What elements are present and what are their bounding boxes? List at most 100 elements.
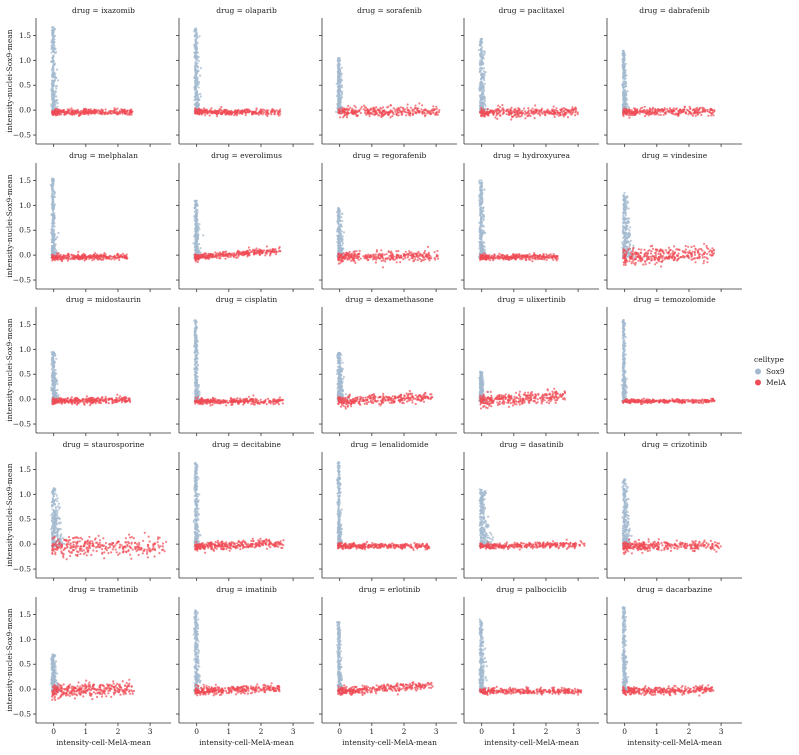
mela-point xyxy=(553,115,556,118)
sox9-point xyxy=(53,76,56,79)
mela-point xyxy=(104,112,107,115)
mela-point xyxy=(355,256,358,260)
mela-point xyxy=(80,112,83,116)
panel-title: drug = sorafenib xyxy=(357,6,422,15)
sox9-point xyxy=(53,79,56,82)
sox9-point xyxy=(624,98,627,101)
mela-point xyxy=(360,105,363,108)
sox9-point xyxy=(53,233,57,236)
mela-point xyxy=(63,255,66,258)
mela-point xyxy=(60,255,63,259)
mela-point xyxy=(224,257,227,260)
mela-point xyxy=(651,108,654,111)
sox9-point xyxy=(56,236,59,239)
mela-point xyxy=(365,255,368,258)
sox9-point xyxy=(480,47,483,50)
mela-point xyxy=(347,104,350,108)
mela-point xyxy=(279,108,282,111)
mela-point xyxy=(423,111,426,114)
mela-point xyxy=(202,107,205,110)
mela-point xyxy=(266,111,269,114)
sox9-point xyxy=(337,81,340,84)
mela-point xyxy=(498,114,502,117)
sox9-point xyxy=(340,86,344,89)
mela-point xyxy=(102,258,105,261)
panel-title: drug = hydroxyurea xyxy=(493,151,570,160)
mela-point xyxy=(365,112,368,115)
mela-point xyxy=(347,255,350,258)
sox9-point xyxy=(482,219,485,222)
sox9-point xyxy=(194,201,197,204)
mela-point xyxy=(648,107,651,110)
mela-point xyxy=(210,107,213,110)
mela-point xyxy=(238,252,241,255)
mela-point xyxy=(347,253,350,256)
mela-point xyxy=(388,255,391,258)
mela-point xyxy=(194,253,197,257)
mela-point xyxy=(710,112,714,115)
mela-point xyxy=(565,109,568,112)
mela-point xyxy=(260,251,264,255)
mela-point xyxy=(486,107,489,111)
mela-point xyxy=(92,253,95,256)
mela-point xyxy=(358,110,361,113)
mela-point xyxy=(230,253,233,256)
mela-point xyxy=(672,107,675,110)
mela-point xyxy=(348,250,351,254)
sox9-point xyxy=(482,67,486,70)
sox9-point xyxy=(195,95,198,98)
mela-point xyxy=(340,260,343,263)
mela-point xyxy=(697,109,700,112)
sox9-point xyxy=(49,183,52,187)
sox9-point xyxy=(480,83,484,86)
mela-point xyxy=(402,258,405,261)
mela-point xyxy=(384,112,387,115)
mela-point xyxy=(556,111,559,114)
sox9-point xyxy=(195,91,199,94)
mela-point xyxy=(517,113,520,116)
mela-point xyxy=(437,257,440,260)
mela-point xyxy=(123,112,127,115)
mela-point xyxy=(409,106,412,109)
sox9-point xyxy=(53,195,56,198)
mela-point xyxy=(55,107,58,110)
sox9-point xyxy=(53,104,56,107)
mela-point xyxy=(87,110,90,113)
mela-point xyxy=(397,255,400,258)
mela-point xyxy=(244,108,247,111)
mela-point xyxy=(264,110,267,113)
sox9-point xyxy=(51,204,54,207)
mela-point xyxy=(201,112,204,115)
mela-point xyxy=(645,113,648,116)
mela-point xyxy=(124,110,127,113)
mela-point xyxy=(372,109,375,112)
sox9-point xyxy=(478,62,481,65)
mela-point xyxy=(521,109,524,112)
sox9-point xyxy=(623,62,626,65)
sox9-point xyxy=(481,96,484,99)
sox9-point xyxy=(52,239,55,242)
mela-point xyxy=(213,255,216,259)
mela-point xyxy=(120,256,123,259)
mela-point xyxy=(264,254,267,257)
mela-point xyxy=(72,111,75,114)
mela-point xyxy=(207,255,210,258)
sox9-point xyxy=(55,99,58,102)
y-tick-label: 0.0 xyxy=(19,106,31,115)
mela-point xyxy=(625,109,628,112)
mela-point xyxy=(200,255,203,258)
sox9-point xyxy=(57,231,60,234)
mela-point xyxy=(639,107,642,110)
mela-point xyxy=(430,257,433,260)
mela-point xyxy=(667,110,670,113)
mela-point xyxy=(244,114,247,117)
sox9-point xyxy=(340,94,343,97)
mela-point xyxy=(573,114,577,117)
mela-point xyxy=(347,112,350,115)
sox9-point xyxy=(51,83,54,86)
mela-point xyxy=(511,115,515,118)
sox9-point xyxy=(338,232,341,235)
mela-point xyxy=(215,256,218,259)
mela-point xyxy=(220,105,223,109)
sox9-point xyxy=(483,72,486,75)
